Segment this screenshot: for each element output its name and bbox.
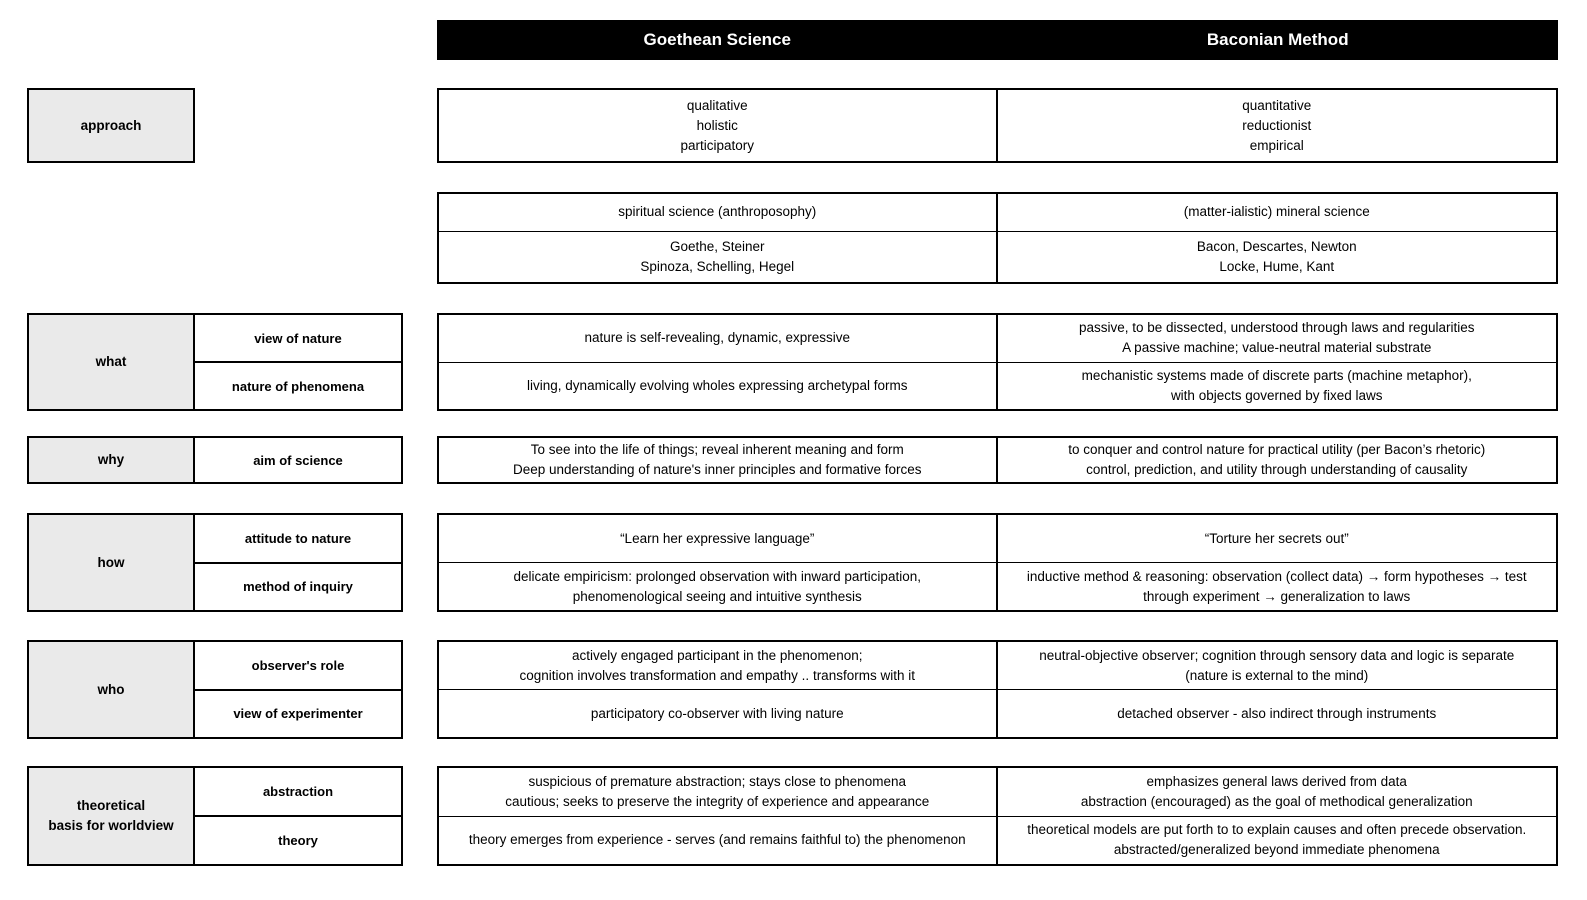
table-row: nature is self-revealing, dynamic, expre… — [439, 315, 1556, 362]
header-baconian-method: Baconian Method — [1206, 30, 1349, 49]
sublabel-abstraction: abstraction — [262, 784, 334, 799]
table-row: suspicious of premature abstraction; sta… — [439, 768, 1556, 816]
who-sublabels: observer's role view of experimenter — [195, 642, 401, 737]
cell-attitude-baconian: “Torture her secrets out” — [1204, 530, 1349, 546]
cell-nature-of-phenomena-baconian: mechanistic systems made of discrete par… — [1081, 367, 1472, 403]
theoretical-table: suspicious of premature abstraction; sta… — [437, 766, 1558, 866]
approach-table: qualitative holistic participatory quant… — [437, 88, 1558, 163]
row-label-group-how: how attitude to nature method of inquiry — [27, 513, 403, 612]
cell-approach-goethean: qualitative holistic participatory — [439, 90, 998, 161]
cell-approach-baconian: quantitative reductionist empirical — [1242, 97, 1312, 153]
sublabel-aim-of-science: aim of science — [253, 452, 343, 468]
cell-method-goethean: delicate empiricism: prolonged observati… — [439, 563, 998, 610]
cell-attitude-goethean: “Learn her expressive language” — [439, 515, 998, 562]
row-label-group-what: what view of nature nature of phenomena — [27, 313, 403, 411]
row-label-group-why: why aim of science — [27, 436, 403, 484]
cell-theory-goethean: theory emerges from experience - serves … — [439, 816, 998, 864]
cell-experimenter-goethean: participatory co-observer with living na… — [439, 690, 998, 737]
table-row: theory emerges from experience - serves … — [439, 815, 1556, 864]
cell-experimenter-baconian: detached observer - also indirect throug… — [1117, 705, 1437, 721]
cell-view-of-nature-baconian: passive, to be dissected, understood thr… — [1079, 320, 1475, 356]
sublabel-nature-of-phenomena: nature of phenomena — [195, 361, 401, 409]
sublabel-attitude-to-nature: attitude to nature — [244, 530, 352, 546]
how-table: “Learn her expressive language” “Torture… — [437, 513, 1558, 612]
cell-aim-goethean: To see into the life of things; reveal i… — [439, 438, 998, 482]
header-goethean-science: Goethean Science — [643, 30, 791, 49]
cell-theory-baconian: theoretical models are put forth to to e… — [1027, 822, 1527, 858]
sublabel-view-of-experimenter: view of experimenter — [195, 688, 401, 738]
what-table: nature is self-revealing, dynamic, expre… — [437, 313, 1558, 411]
cell-view-of-nature-goethean: nature is self-revealing, dynamic, expre… — [439, 315, 998, 362]
row-label-theoretical-basis: theoretical basis for worldview — [29, 768, 195, 864]
row-label-what: what — [29, 315, 195, 409]
cell-figures-baconian: Bacon, Descartes, Newton Locke, Hume, Ka… — [1196, 238, 1357, 274]
row-label-approach: approach — [27, 88, 195, 163]
why-table: To see into the life of things; reveal i… — [437, 436, 1558, 484]
cell-tradition-baconian: (matter-ialistic) mineral science — [1183, 204, 1370, 220]
row-label-who: who — [29, 642, 195, 737]
table-row: delicate empiricism: prolonged observati… — [439, 562, 1556, 610]
row-label-group-theoretical: theoretical basis for worldview abstract… — [27, 766, 403, 866]
table-header: Goethean Science Baconian Method — [437, 20, 1558, 60]
table-row: To see into the life of things; reveal i… — [439, 438, 1556, 482]
table-row: Goethe, Steiner Spinoza, Schelling, Hege… — [439, 230, 1556, 282]
cell-abstraction-baconian: emphasizes general laws derived from dat… — [1080, 773, 1473, 809]
table-row: spiritual science (anthroposophy) (matte… — [439, 194, 1556, 231]
sublabel-theory: theory — [195, 815, 401, 864]
table-row: “Learn her expressive language” “Torture… — [439, 515, 1556, 562]
theoretical-sublabels: abstraction theory — [195, 768, 401, 864]
cell-tradition-goethean: spiritual science (anthroposophy) — [439, 194, 998, 231]
who-table: actively engaged participant in the phen… — [437, 640, 1558, 739]
cell-observer-baconian: neutral-objective observer; cognition th… — [1039, 647, 1515, 683]
row-label-group-who: who observer's role view of experimenter — [27, 640, 403, 739]
table-row: living, dynamically evolving wholes expr… — [439, 361, 1556, 409]
sublabel-method-of-inquiry: method of inquiry — [195, 561, 401, 611]
row-label-how: how — [29, 515, 195, 610]
row-label-why: why — [29, 438, 195, 482]
cell-method-baconian: inductive method & reasoning: observatio… — [1026, 568, 1527, 604]
cell-aim-baconian: to conquer and control nature for practi… — [1068, 442, 1486, 477]
sublabel-view-of-nature: view of nature — [254, 330, 342, 346]
table-row: qualitative holistic participatory quant… — [439, 90, 1556, 161]
cell-nature-of-phenomena-goethean: living, dynamically evolving wholes expr… — [439, 362, 998, 409]
sublabel-observers-role: observer's role — [251, 657, 345, 673]
table-row: actively engaged participant in the phen… — [439, 642, 1556, 689]
cell-observer-goethean: actively engaged participant in the phen… — [439, 642, 998, 689]
what-sublabels: view of nature nature of phenomena — [195, 315, 401, 409]
cell-abstraction-goethean: suspicious of premature abstraction; sta… — [439, 768, 998, 816]
why-sublabels: aim of science — [195, 438, 401, 482]
table-row: participatory co-observer with living na… — [439, 689, 1556, 737]
tradition-table: spiritual science (anthroposophy) (matte… — [437, 192, 1558, 284]
how-sublabels: attitude to nature method of inquiry — [195, 515, 401, 610]
cell-figures-goethean: Goethe, Steiner Spinoza, Schelling, Hege… — [439, 231, 998, 282]
